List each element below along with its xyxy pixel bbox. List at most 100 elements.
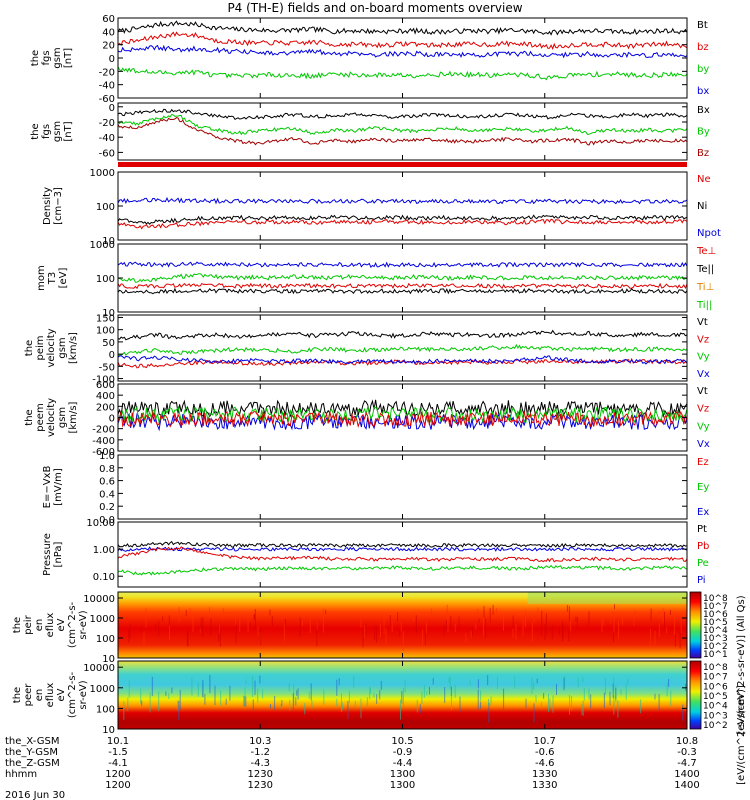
y-tick-label: 100 [96, 634, 115, 645]
series-line-Pt [117, 540, 688, 549]
legend-Ez: Ez [697, 457, 709, 468]
x-row-value: -4.1 [108, 758, 128, 769]
y-axis-label: sr-eV) [78, 680, 89, 709]
colorbar-tick: 10^7 [703, 673, 728, 683]
y-axis-label: mom [36, 265, 47, 291]
y-tick-label: 60 [102, 14, 115, 25]
colorbar-tick: 10^8 [703, 663, 728, 673]
series-line-Bx [117, 108, 688, 121]
colorbar-scale [689, 591, 702, 659]
panel-2: 0 -20 -40 -60 the fgs gsm [nT] Bx By Bz [30, 102, 710, 167]
y-tick-label: 0.6 [99, 477, 115, 488]
colorbar-tick: 10^4 [703, 702, 728, 712]
legend-Bx: Bx [697, 105, 710, 116]
series-line-Vz [117, 410, 688, 428]
y-tick-label: 10 [102, 236, 115, 247]
panel-3: 1000 100 10 Density [cm−3] Ne Ni Npot [42, 168, 721, 247]
legend-Ne: Ne [697, 174, 711, 185]
y-axis-label: the [24, 409, 35, 425]
colorbar-tick: 10^8 [703, 594, 728, 604]
x-tick-label: 10.1 [107, 736, 129, 747]
y-tick-label: -400 [92, 436, 115, 447]
colorbar-tick: 10^5 [703, 692, 728, 702]
y-tick-label: -60 [99, 94, 115, 105]
x-row-value: 1330 [532, 769, 557, 780]
x-row-value: -4.6 [535, 758, 555, 769]
y-tick-label: -20 [99, 67, 115, 78]
y-tick-label: 0.0 [99, 515, 115, 526]
series-line-Vy [117, 405, 688, 425]
legend-Vy: Vy [697, 421, 710, 432]
y-tick-label: -100 [92, 375, 115, 386]
y-axis-label: [mV/m] [53, 468, 64, 506]
y-tick-label: 150 [96, 313, 115, 324]
y-tick-label: 10000 [83, 663, 115, 674]
x-row-value: -0.3 [677, 747, 697, 758]
y-tick-label: 100 [96, 274, 115, 285]
colorbar-tick: 10^4 [703, 626, 728, 636]
panel-1: 60 40 20 0 -20 -40 -60 the fgs gsm [nT] Bt bz by bx [30, 14, 709, 105]
y-tick-label: 200 [96, 402, 115, 413]
panel-frame [117, 17, 688, 99]
panel-8: 10.00 1.00 0.10 Pressure [nPa] Pt Pb Pe Pi [42, 518, 709, 588]
legend-Pe: Pe [697, 558, 709, 569]
x-row-value: 1300 [390, 769, 415, 780]
colorbar-tick: 10^2 [703, 642, 728, 652]
x-row-value: -4.4 [393, 758, 413, 769]
legend-Vx: Vx [697, 369, 710, 380]
x-row-value: 1300 [390, 780, 415, 791]
x-tick-label: 10.5 [391, 736, 413, 747]
legend-Vt: Vt [697, 317, 708, 328]
series-line-Ne [117, 218, 688, 230]
colorbar-tick: 10^5 [703, 618, 728, 628]
y-axis-label: the [12, 617, 23, 633]
series-line-Te|| [117, 261, 688, 268]
x-row-value: 1330 [532, 780, 557, 791]
y-axis-label: sr-eV) [78, 610, 89, 639]
y-tick-label: 100 [96, 326, 115, 337]
series-line-bz [117, 31, 688, 51]
y-tick-label: 10 [102, 654, 115, 665]
series-line-Pe [117, 564, 688, 576]
colorbar-label: [eV/(cm^2-s-sr-eV)] (All Qs) [736, 595, 747, 734]
y-axis-label: the [30, 50, 41, 66]
y-axis-label: (cm^2-s- [67, 671, 78, 718]
legend-Te⊥: Te⊥ [696, 246, 716, 257]
legend-Pt: Pt [697, 524, 707, 535]
legend-Pb: Pb [697, 541, 709, 552]
panel-9: 10^810^710^610^510^410^310^210^1 [eV/(cm^… [12, 591, 747, 735]
y-tick-label: -50 [99, 362, 115, 373]
y-axis-label: gsm [57, 407, 68, 428]
series-line-Bt [117, 20, 688, 36]
y-tick-label: 40 [102, 27, 115, 38]
series-line-Ti⊥ [117, 282, 688, 290]
legend-Ni: Ni [697, 201, 707, 212]
y-axis-label: peem [35, 403, 46, 431]
series-line-Pi [117, 546, 688, 552]
y-axis-label: (cm^2-s- [67, 601, 78, 648]
colorbar-label: [eV/(cm^2-s-sr-eV)] [736, 685, 747, 785]
y-axis-label: [km/s] [68, 401, 79, 433]
series-line-Vt [117, 329, 688, 341]
y-tick-label: 50 [102, 338, 115, 349]
x-tick-label: 10.8 [676, 736, 698, 747]
y-axis-label: peer [23, 683, 34, 707]
legend-bx: bx [697, 86, 709, 97]
y-axis-label: eflux [45, 683, 56, 708]
y-axis-label: en [34, 619, 45, 632]
y-tick-label: -600 [92, 447, 115, 458]
panel-frame [117, 171, 688, 241]
y-tick-label: -40 [99, 133, 115, 144]
series-line-Pb [117, 546, 688, 563]
y-axis-label: eV [56, 618, 67, 631]
x-row-value: -0.6 [535, 747, 555, 758]
y-axis-label: T3 [47, 272, 58, 285]
colorbar-tick: 10^6 [703, 682, 728, 692]
y-tick-label: 100 [96, 202, 115, 213]
legend-Ey: Ey [697, 482, 709, 493]
colorbar-1: 10^810^710^610^510^410^310^210^1 [eV/(cm^… [689, 591, 747, 735]
series-line-Vy [117, 343, 688, 357]
